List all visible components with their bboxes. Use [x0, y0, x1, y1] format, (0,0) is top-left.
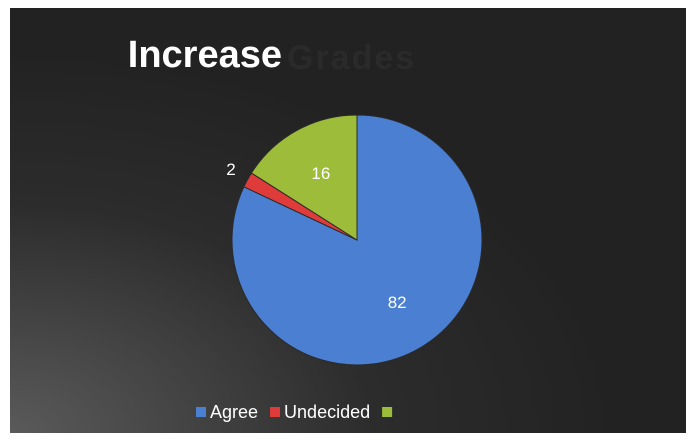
data-label: 2 [226, 160, 235, 179]
legend-label: Undecided [284, 402, 370, 422]
data-label: 16 [311, 164, 330, 183]
pie-slice [250, 114, 358, 241]
legend-label: Agree [210, 402, 258, 422]
chart-title: Increase [128, 34, 282, 76]
legend-marker [270, 407, 281, 417]
legend-marker [196, 407, 206, 417]
legend-marker [382, 407, 393, 417]
pie-slice [231, 114, 483, 366]
chart-title: Grades [287, 39, 416, 77]
data-label: 82 [388, 293, 407, 312]
